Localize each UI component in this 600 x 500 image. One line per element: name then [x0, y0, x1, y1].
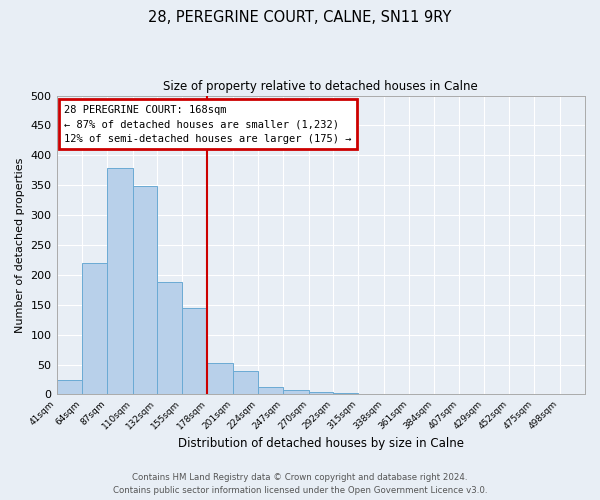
Bar [308, 392, 333, 394]
Text: Contains HM Land Registry data © Crown copyright and database right 2024.
Contai: Contains HM Land Registry data © Crown c… [113, 474, 487, 495]
Text: 28 PEREGRINE COURT: 168sqm
← 87% of detached houses are smaller (1,232)
12% of s: 28 PEREGRINE COURT: 168sqm ← 87% of deta… [64, 104, 352, 144]
Bar [107, 168, 133, 394]
Bar [258, 388, 283, 394]
Text: 28, PEREGRINE COURT, CALNE, SN11 9RY: 28, PEREGRINE COURT, CALNE, SN11 9RY [148, 10, 452, 25]
Title: Size of property relative to detached houses in Calne: Size of property relative to detached ho… [163, 80, 478, 93]
Bar [182, 308, 208, 394]
Y-axis label: Number of detached properties: Number of detached properties [15, 158, 25, 332]
Bar [133, 186, 157, 394]
Bar [283, 390, 308, 394]
Bar [233, 370, 258, 394]
X-axis label: Distribution of detached houses by size in Calne: Distribution of detached houses by size … [178, 437, 464, 450]
Bar [208, 363, 233, 394]
Bar [56, 380, 82, 394]
Bar [82, 263, 107, 394]
Bar [157, 282, 182, 395]
